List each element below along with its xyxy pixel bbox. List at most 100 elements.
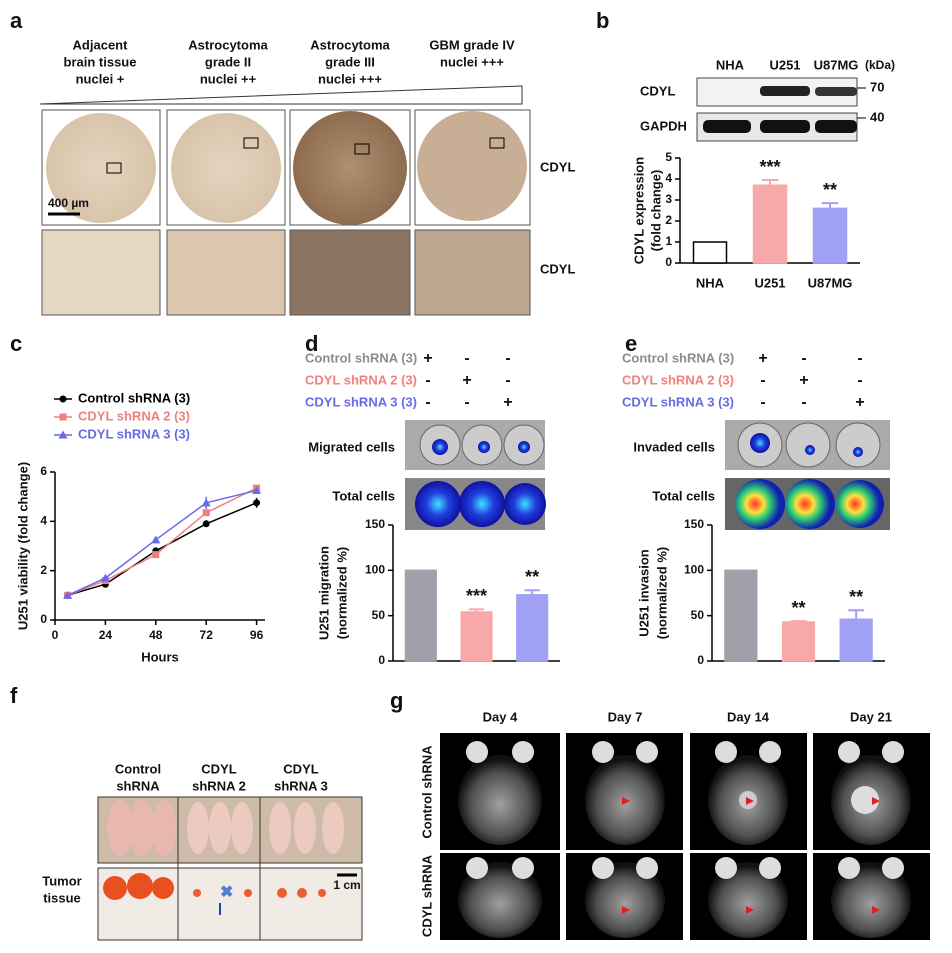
column-header: Adjacent — [73, 37, 129, 52]
legend-label: CDYL shRNA 3 (3) — [78, 426, 190, 441]
sign: - — [801, 394, 806, 411]
column-header: shRNA 2 — [192, 778, 246, 793]
point — [202, 509, 210, 517]
blot-row-label: GAPDH — [640, 118, 687, 133]
y-tick-label: 3 — [665, 192, 672, 206]
legend-marker — [58, 430, 68, 439]
line — [67, 489, 257, 597]
column-header: CDYL — [201, 761, 236, 776]
bar — [781, 621, 816, 662]
condition-label: CDYL shRNA 3 (3) — [622, 394, 734, 409]
y-tick-label: 150 — [365, 517, 385, 531]
lane-label: U251 — [769, 57, 800, 72]
significance-label: ** — [849, 587, 863, 607]
y-tick-label: 1 — [665, 234, 672, 248]
y-tick-label: 4 — [665, 171, 672, 185]
day-label: Day 21 — [850, 709, 892, 724]
scale-bar-label: 400 µm — [48, 196, 89, 210]
column-header: nuclei +++ — [318, 71, 382, 86]
image-row-label: Invaded cells — [633, 439, 715, 454]
lane-label: NHA — [716, 57, 745, 72]
sign: + — [758, 350, 767, 367]
column-header: nuclei + — [76, 71, 125, 86]
image-row-label: Migrated cells — [308, 439, 395, 454]
day-label: Day 7 — [608, 709, 643, 724]
legend-marker — [59, 395, 67, 403]
point — [152, 551, 160, 559]
mri-images — [440, 733, 930, 940]
significance-label: ** — [525, 567, 539, 587]
significance-label: *** — [466, 586, 487, 606]
column-header: nuclei +++ — [440, 54, 504, 69]
row-label: CDYL — [540, 159, 575, 174]
panel-label: a — [10, 8, 23, 33]
unit-label: (kDa) — [865, 58, 895, 72]
y-tick-label: 5 — [665, 150, 672, 164]
panel-label: b — [596, 8, 609, 33]
significance-label: ** — [823, 180, 837, 200]
legend-label: Control shRNA (3) — [78, 390, 190, 405]
column-header: Astrocytoma — [310, 37, 390, 52]
column-header: shRNA 3 — [274, 778, 328, 793]
sign: + — [462, 372, 471, 389]
y-tick-label: 0 — [40, 612, 47, 626]
x-axis-label: Hours — [141, 649, 179, 664]
sign: - — [425, 394, 430, 411]
panel-label: f — [10, 683, 18, 708]
y-axis-label: (fold change) — [648, 170, 663, 252]
x-tick-label: 24 — [99, 628, 113, 642]
day-label: Day 14 — [727, 709, 770, 724]
significance-label: ** — [791, 598, 805, 618]
marker-label: 40 — [870, 109, 884, 124]
column-header: grade II — [205, 54, 251, 69]
y-tick-label: 50 — [691, 608, 705, 622]
bar — [724, 569, 758, 662]
mouse-images: ✖ — [97, 796, 363, 941]
bar — [839, 618, 873, 662]
day-label: Day 4 — [483, 709, 518, 724]
sign: - — [464, 394, 469, 411]
condition-label: Control shRNA (3) — [622, 350, 734, 365]
point — [151, 535, 161, 544]
svg-text:✖: ✖ — [220, 884, 233, 901]
row-label: tissue — [43, 890, 81, 905]
y-axis-label: CDYL expression — [631, 157, 646, 264]
y-axis-label: (normalized %) — [654, 547, 669, 639]
point — [252, 486, 262, 494]
legend-label: CDYL shRNA 2 (3) — [78, 408, 190, 423]
x-tick-label: 48 — [149, 628, 163, 642]
y-tick-label: 2 — [665, 213, 672, 227]
point — [202, 520, 210, 528]
column-header: Astrocytoma — [188, 37, 268, 52]
significance-label: *** — [759, 157, 780, 177]
bar — [404, 569, 437, 662]
bar — [692, 241, 728, 264]
sign: - — [505, 350, 510, 367]
y-tick-label: 4 — [40, 514, 47, 528]
column-header: CDYL — [283, 761, 318, 776]
sign: - — [801, 350, 806, 367]
point — [100, 573, 110, 582]
image-row-label: Total cells — [332, 488, 395, 503]
sign: - — [760, 372, 765, 389]
histology-images — [39, 85, 531, 316]
line — [67, 487, 257, 597]
bar — [752, 184, 788, 264]
point — [253, 499, 261, 507]
sign: - — [505, 372, 510, 389]
bar — [460, 611, 493, 662]
x-tick-label: 0 — [52, 628, 59, 642]
bar — [812, 207, 848, 264]
condition-label: CDYL shRNA 2 (3) — [622, 372, 734, 387]
x-tick-label: U87MG — [808, 275, 853, 290]
point — [201, 498, 211, 507]
western-blot — [696, 77, 866, 142]
column-header: shRNA — [116, 778, 160, 793]
sign: + — [423, 350, 432, 367]
marker-label: 70 — [870, 79, 884, 94]
point — [63, 590, 73, 599]
x-tick-label: 72 — [200, 628, 214, 642]
x-tick-label: 96 — [250, 628, 264, 642]
y-axis-label: U251 migration — [316, 546, 331, 640]
